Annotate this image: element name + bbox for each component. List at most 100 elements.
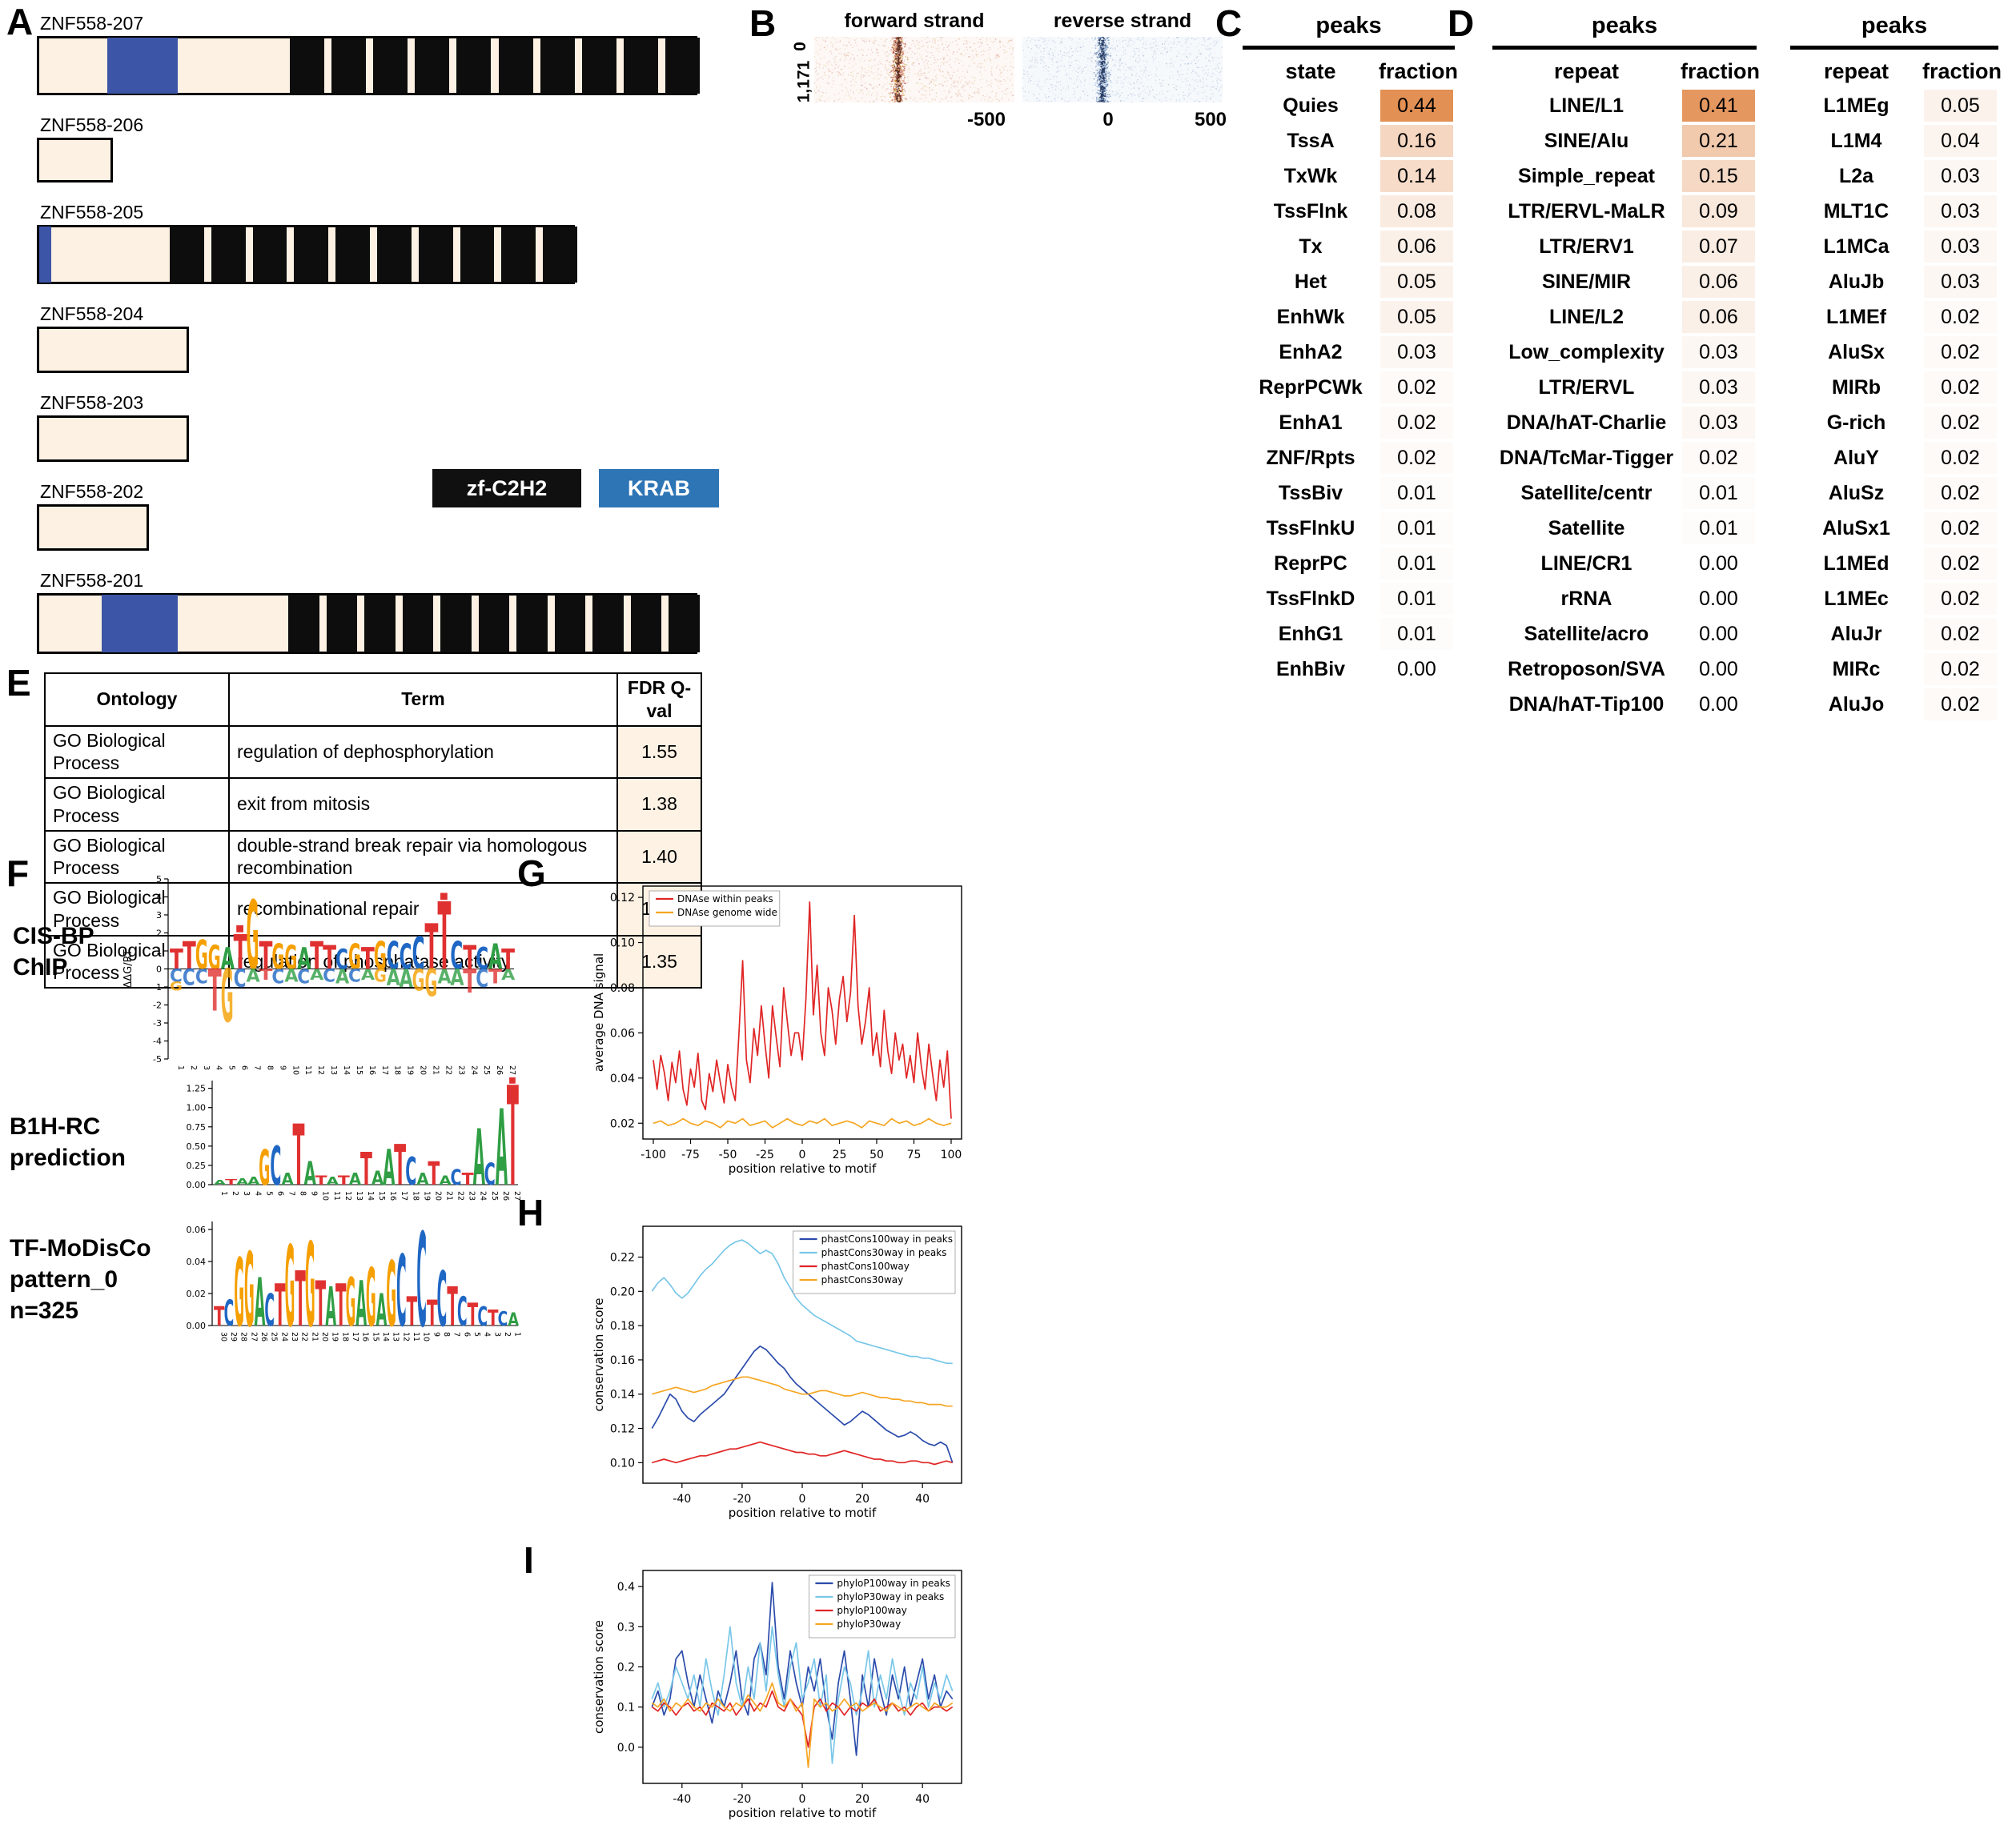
table-row: LINE/L1 0.41	[1492, 88, 1757, 123]
row-label: LTR/ERV1	[1539, 235, 1634, 258]
svg-text:A: A	[383, 1139, 395, 1196]
svg-text:50: 50	[869, 1149, 884, 1161]
svg-text:C: C	[416, 1215, 427, 1351]
svg-text:10: 10	[291, 1065, 299, 1075]
svg-text:24: 24	[469, 1065, 478, 1075]
zf-c2h2-domain	[460, 227, 495, 283]
svg-text:DNAse within peaks: DNAse within peaks	[677, 893, 773, 904]
go-column-header: Ontology	[44, 672, 230, 727]
svg-text:2: 2	[156, 929, 162, 939]
svg-text:12: 12	[343, 1191, 352, 1201]
svg-text:T: T	[488, 965, 502, 988]
table-row: LTR/ERVL-MaLR 0.09	[1492, 194, 1757, 229]
row-value: 0.02	[1924, 336, 1997, 368]
svg-text:2: 2	[189, 1065, 198, 1070]
isoform-structure	[37, 415, 189, 462]
svg-text:23: 23	[290, 1332, 299, 1342]
row-label: LINE/CR1	[1540, 552, 1632, 575]
svg-text:0.08: 0.08	[610, 982, 635, 995]
zf-c2h2-domain	[440, 595, 472, 652]
svg-text:A: A	[221, 941, 235, 977]
svg-text:G: G	[271, 937, 284, 977]
row-label: MLT1C	[1823, 199, 1889, 223]
row-label: L1MCa	[1823, 235, 1889, 258]
svg-text:11: 11	[303, 1065, 312, 1075]
svg-text:phastCons30way in peaks: phastCons30way in peaks	[821, 1247, 947, 1258]
table-row: EnhA2 0.03	[1243, 335, 1455, 370]
svg-text:phyloP100way in peaks: phyloP100way in peaks	[837, 1578, 950, 1589]
row-value: 0.02	[1380, 442, 1453, 474]
go-column-header: FDR Q-val	[616, 672, 702, 727]
svg-text:11: 11	[332, 1191, 341, 1201]
svg-text:13: 13	[392, 1332, 400, 1342]
svg-text:21: 21	[445, 1191, 454, 1201]
table-row: L1MCa 0.03	[1790, 229, 1998, 264]
svg-text:0: 0	[156, 965, 162, 975]
svg-text:T: T	[463, 939, 476, 977]
svg-text:G: G	[284, 938, 297, 977]
zf-c2h2-domain	[170, 227, 204, 283]
zf-c2h2-domain	[630, 595, 662, 652]
svg-text:20: 20	[433, 1191, 442, 1201]
table-row: MLT1C 0.03	[1790, 194, 1998, 229]
row-value: 0.05	[1380, 266, 1453, 298]
svg-text:22: 22	[444, 1065, 452, 1075]
svg-text:0.04: 0.04	[610, 1073, 635, 1085]
row-label: TssFlnkU	[1266, 516, 1355, 539]
row-label: Het	[1294, 270, 1327, 293]
svg-text:0.18: 0.18	[610, 1320, 635, 1333]
row-label: G-rich	[1826, 411, 1886, 434]
table-row: Quies 0.44	[1243, 88, 1455, 123]
row-label: TssBiv	[1278, 481, 1343, 504]
svg-text:T: T	[234, 925, 247, 981]
svg-text:conservation score: conservation score	[592, 1298, 606, 1411]
svg-text:0.04: 0.04	[187, 1257, 207, 1267]
row-label: Low_complexity	[1508, 340, 1665, 363]
svg-text:21: 21	[431, 1065, 440, 1075]
svg-text:T: T	[259, 967, 272, 984]
svg-text:C: C	[224, 1293, 235, 1334]
table-row: L1M4 0.04	[1790, 123, 1998, 158]
table-row: L1MEd 0.02	[1790, 546, 1998, 581]
table-row: EnhWk 0.05	[1243, 299, 1455, 335]
svg-text:15: 15	[355, 1065, 363, 1075]
svg-text:9: 9	[432, 1332, 440, 1337]
svg-text:T: T	[208, 957, 222, 1024]
svg-text:15: 15	[371, 1332, 380, 1342]
zf-c2h2-domain	[478, 595, 510, 652]
go-term: regulation of dephosphorylation	[228, 724, 618, 779]
row-value: 0.01	[1380, 477, 1453, 509]
svg-text:-40: -40	[673, 1493, 691, 1506]
row-value: 0.03	[1380, 336, 1453, 368]
table-row: EnhBiv 0.00	[1243, 652, 1455, 687]
svg-text:C: C	[450, 934, 463, 978]
svg-text:0.10: 0.10	[610, 1457, 635, 1470]
svg-text:10: 10	[422, 1332, 431, 1342]
zf-c2h2-domain	[498, 38, 533, 94]
svg-text:22: 22	[300, 1332, 309, 1342]
svg-text:C: C	[477, 1302, 488, 1333]
svg-text:A: A	[284, 966, 298, 986]
row-value: 0.02	[1924, 442, 1997, 474]
column-header: state	[1285, 58, 1336, 83]
table-row: Het 0.05	[1243, 264, 1455, 299]
row-value: 0.01	[1380, 548, 1453, 580]
row-value: 0.03	[1682, 336, 1755, 368]
row-label: L1MEf	[1826, 305, 1886, 328]
table-row: EnhA1 0.02	[1243, 405, 1455, 440]
svg-text:0: 0	[799, 1793, 806, 1806]
svg-text:T: T	[407, 1289, 417, 1335]
row-label: ReprPCWk	[1259, 375, 1363, 399]
table-row: DNA/TcMar-Tigger 0.02	[1492, 440, 1757, 475]
row-label: DNA/TcMar-Tigger	[1499, 446, 1674, 469]
svg-text:C: C	[400, 937, 412, 978]
svg-text:C: C	[264, 1285, 275, 1337]
zf-c2h2-domain	[554, 595, 586, 652]
isoform-name: ZNF558-206	[40, 114, 144, 135]
svg-text:C: C	[457, 1288, 468, 1335]
table-row: DNA/hAT-Charlie 0.03	[1492, 405, 1757, 440]
svg-text:7: 7	[253, 1065, 262, 1070]
svg-text:A: A	[416, 1170, 429, 1189]
go-row: GO Biological Process regulation of phosp…	[44, 934, 702, 989]
row-label: EnhWk	[1276, 305, 1345, 328]
